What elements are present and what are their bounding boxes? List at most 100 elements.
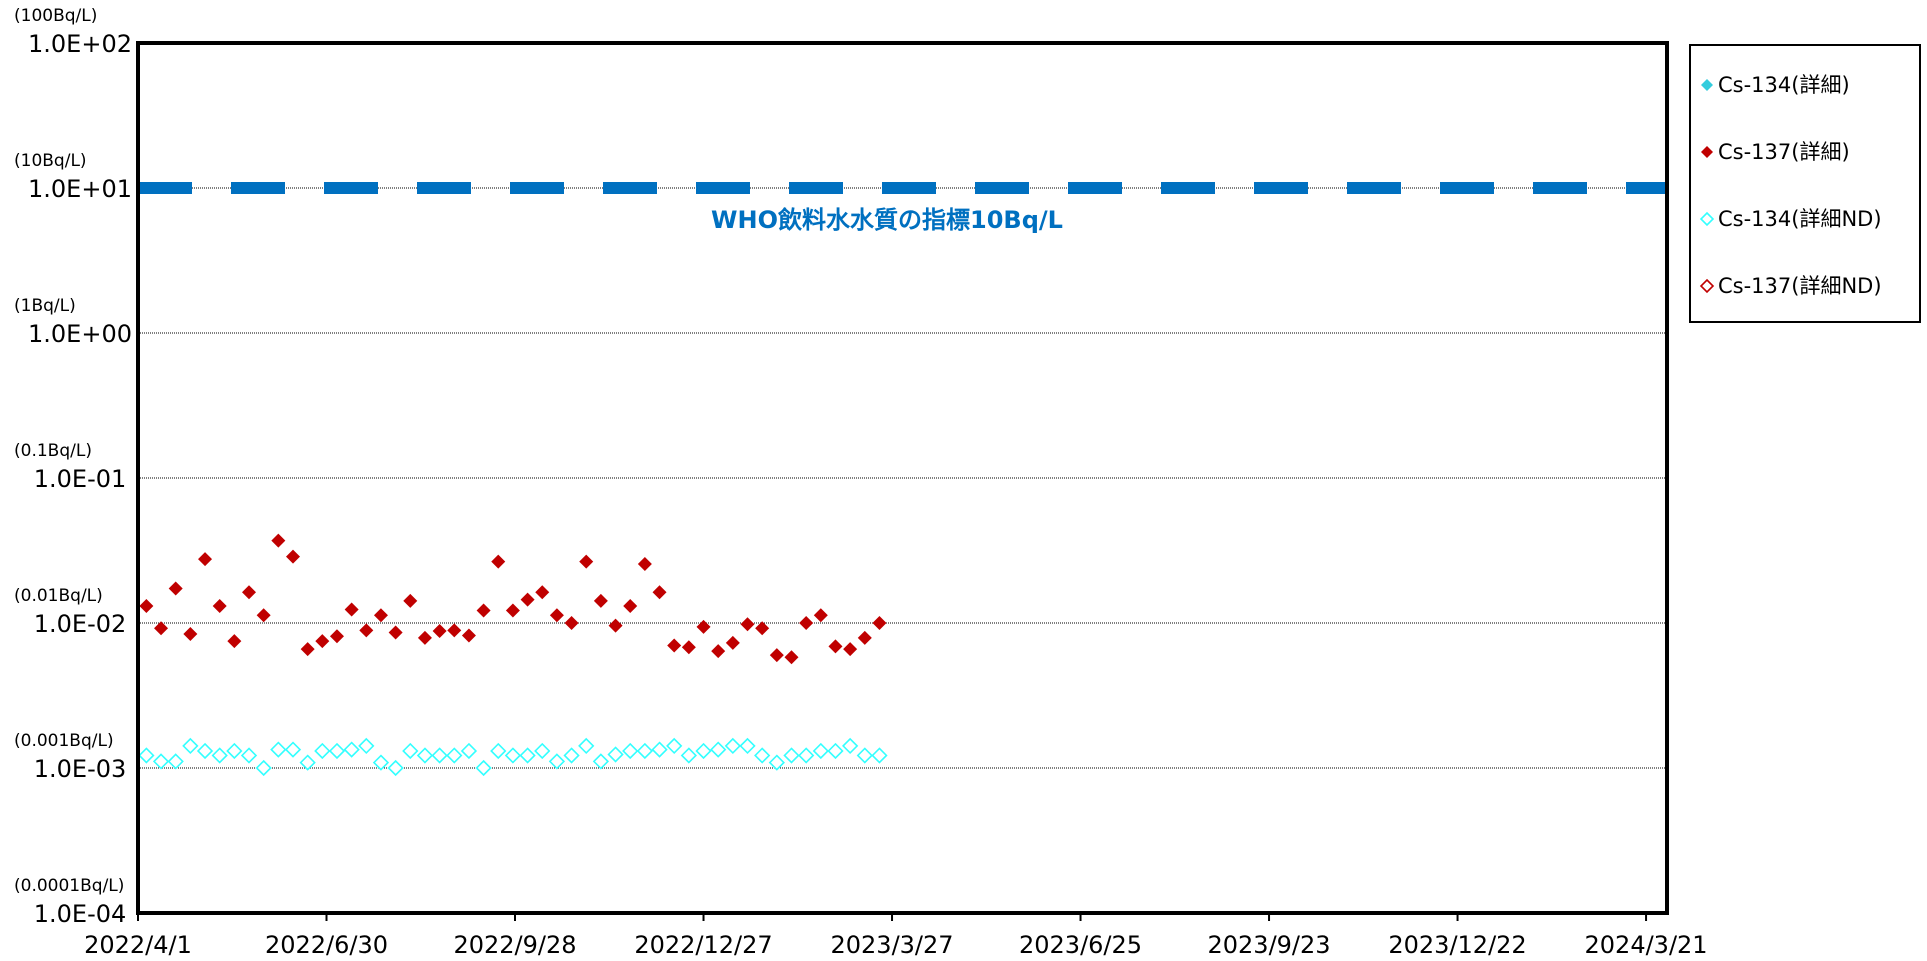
reference-label: WHO飲料水水質の指標10Bq/L	[711, 206, 1063, 234]
legend-marker	[1701, 79, 1713, 91]
data-point	[535, 585, 550, 600]
data-point	[491, 554, 506, 569]
y-unit-label: (100Bq/L)	[14, 6, 97, 26]
data-point	[183, 626, 198, 641]
y-tick-label: 1.0E-01	[34, 465, 127, 493]
data-point	[579, 554, 594, 569]
data-point	[725, 635, 740, 650]
data-point	[798, 747, 815, 764]
data-point	[769, 648, 784, 663]
legend-marker	[1701, 146, 1713, 158]
y-unit-label: (0.0001Bq/L)	[14, 876, 124, 896]
data-point	[300, 642, 315, 657]
data-point	[475, 759, 492, 777]
data-point	[226, 742, 243, 760]
y-unit-label: (1Bq/L)	[14, 296, 76, 316]
data-point	[299, 754, 316, 771]
legend-label: Cs-137(詳細ND)	[1718, 274, 1882, 298]
data-point	[607, 746, 624, 763]
data-point	[461, 628, 476, 643]
legend-marker	[1699, 211, 1715, 227]
data-point	[548, 753, 566, 770]
data-point	[783, 747, 800, 764]
data-point	[681, 640, 696, 655]
data-point	[373, 608, 388, 623]
data-point	[256, 608, 271, 623]
data-point	[505, 603, 520, 618]
data-point	[666, 737, 683, 755]
data-point	[695, 742, 712, 760]
data-point	[227, 634, 242, 649]
legend-marker	[1699, 278, 1715, 294]
data-point	[872, 616, 887, 630]
data-point	[740, 617, 755, 632]
data-point	[784, 650, 799, 665]
data-point	[447, 623, 462, 638]
data-point	[578, 737, 595, 755]
data-point	[755, 621, 770, 636]
data-point	[711, 644, 726, 659]
x-tick-label: 2022/9/28	[453, 931, 576, 959]
legend-box	[1689, 44, 1921, 323]
data-point	[768, 754, 785, 771]
legend-label: Cs-134(詳細)	[1718, 73, 1850, 97]
data-point	[476, 603, 491, 618]
data-point	[608, 618, 623, 633]
data-point	[138, 747, 155, 764]
data-point	[856, 747, 873, 764]
data-point	[416, 747, 434, 764]
y-tick-label: 1.0E+02	[28, 30, 132, 58]
x-tick-label: 2024/3/21	[1585, 931, 1708, 959]
x-tick-label: 2023/6/25	[1019, 931, 1142, 959]
y-tick-label: 1.0E+01	[28, 175, 132, 203]
data-point	[724, 737, 741, 755]
data-point	[667, 638, 682, 653]
data-point	[255, 759, 272, 777]
data-point	[799, 616, 814, 630]
data-point	[139, 598, 154, 613]
data-point	[285, 549, 300, 564]
data-point	[343, 741, 360, 758]
data-point	[636, 742, 654, 760]
x-tick-label: 2022/6/30	[265, 931, 388, 959]
data-point	[196, 742, 214, 760]
data-point	[387, 759, 404, 777]
data-point	[431, 747, 448, 764]
x-tick-label: 2022/4/1	[84, 931, 192, 959]
data-point	[284, 741, 302, 758]
data-point	[432, 624, 447, 639]
data-point	[460, 742, 478, 760]
data-point	[680, 747, 697, 764]
data-point	[534, 742, 551, 760]
x-tick-label: 2023/3/27	[830, 931, 953, 959]
legend-label: Cs-137(詳細)	[1718, 140, 1850, 164]
data-point	[359, 623, 374, 638]
data-point	[637, 557, 652, 572]
data-point	[328, 742, 346, 760]
y-unit-label: (0.001Bq/L)	[14, 731, 114, 751]
data-point	[754, 747, 771, 764]
data-point	[504, 747, 522, 764]
data-point	[402, 742, 419, 760]
data-point	[622, 742, 639, 760]
data-point	[871, 747, 888, 764]
legend-label: Cs-134(詳細ND)	[1718, 207, 1882, 231]
data-point	[857, 630, 872, 645]
data-point	[828, 639, 843, 654]
data-point	[372, 754, 390, 771]
data-point	[403, 593, 418, 608]
data-point	[623, 598, 638, 613]
data-point	[739, 737, 756, 755]
data-point	[519, 747, 536, 764]
data-point	[240, 747, 258, 764]
data-point	[520, 592, 535, 607]
data-point	[710, 741, 727, 758]
data-point	[198, 552, 213, 567]
data-point	[168, 581, 183, 596]
data-point	[152, 753, 170, 770]
y-unit-label: (0.1Bq/L)	[14, 441, 92, 461]
data-point	[812, 742, 829, 760]
data-point	[271, 533, 286, 548]
